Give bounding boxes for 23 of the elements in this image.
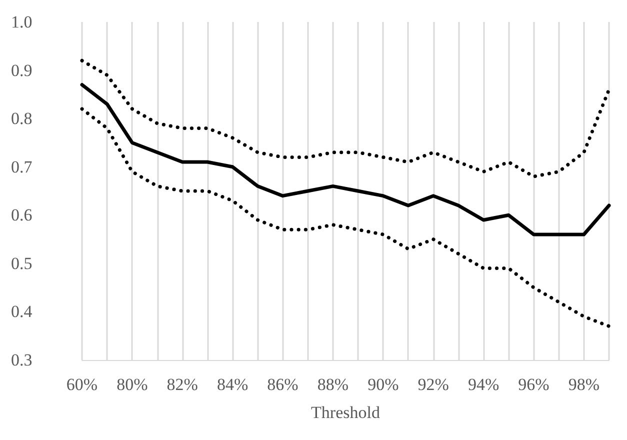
x-tick-label: 88%	[317, 375, 349, 394]
x-tick-label: 60%	[66, 375, 98, 394]
x-tick-label: 80%	[116, 375, 148, 394]
y-tick-label: 0.5	[11, 254, 32, 273]
x-tick-label: 82%	[166, 375, 198, 394]
line-series	[80, 58, 611, 178]
x-tick-label: 86%	[267, 375, 298, 394]
y-tick-label: 1.0	[11, 12, 32, 32]
x-tick-label: 84%	[216, 375, 248, 394]
x-tick-label: 92%	[418, 375, 449, 394]
line-series	[80, 107, 611, 328]
y-tick-label: 0.4	[11, 302, 33, 322]
y-tick-label: 0.7	[11, 157, 33, 176]
y-tick-label: 0.6	[11, 206, 32, 225]
y-tick-label: 0.9	[11, 60, 32, 80]
x-tick-label: 96%	[518, 375, 550, 394]
line-series	[80, 83, 611, 236]
x-tick-label: 90%	[368, 375, 399, 394]
x-axis-title: Threshold	[311, 403, 380, 422]
y-tick-label: 0.3	[11, 350, 32, 370]
x-tick-label: 98%	[568, 375, 600, 394]
x-tick-label: 94%	[468, 375, 500, 394]
y-tick-label: 0.8	[11, 109, 32, 128]
